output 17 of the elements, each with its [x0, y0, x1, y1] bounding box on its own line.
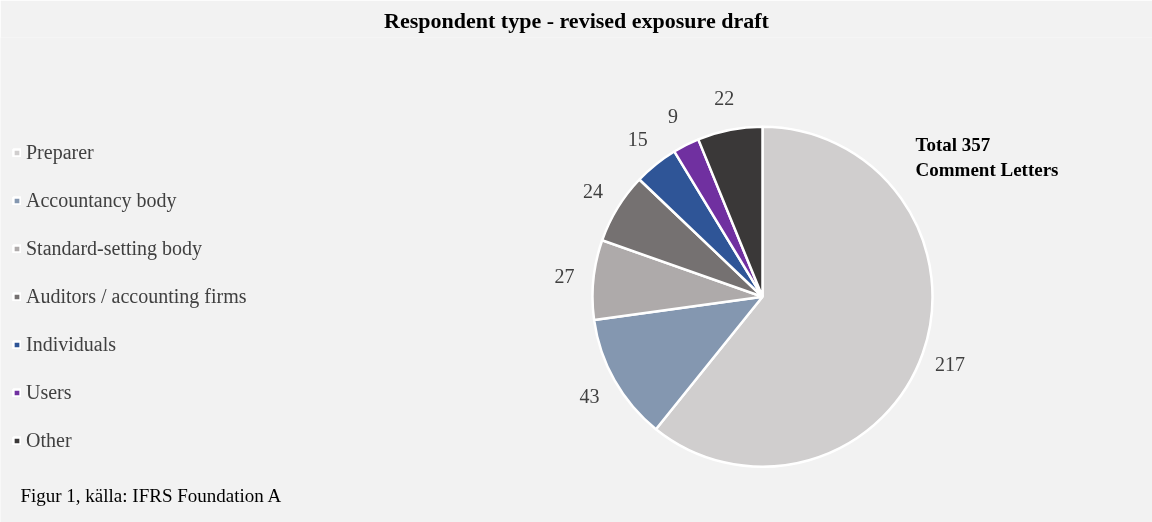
text: Figur 1, källa: IFRS Foundation A	[20, 484, 282, 506]
data-label: 27	[554, 265, 575, 288]
legend-label: Preparer	[26, 141, 94, 164]
legend-label: Users	[26, 381, 72, 404]
data-label: 22	[714, 87, 735, 110]
legend-label: Other	[26, 429, 72, 452]
data-label: 24	[582, 180, 603, 203]
legend-label: Standard-setting body	[26, 237, 203, 260]
data-label: 9	[668, 105, 679, 128]
data-label: 217	[935, 352, 966, 375]
data-label: 43	[579, 385, 600, 408]
chart-title: Respondent type - revised exposure draft	[384, 7, 770, 33]
legend-label: Auditors / accounting firms	[26, 285, 247, 308]
legend-label: Accountancy body	[26, 189, 177, 212]
legend-label: Individuals	[26, 333, 116, 356]
text: Total 357 Comment Letters	[915, 134, 1059, 181]
data-label: 15	[627, 128, 648, 151]
